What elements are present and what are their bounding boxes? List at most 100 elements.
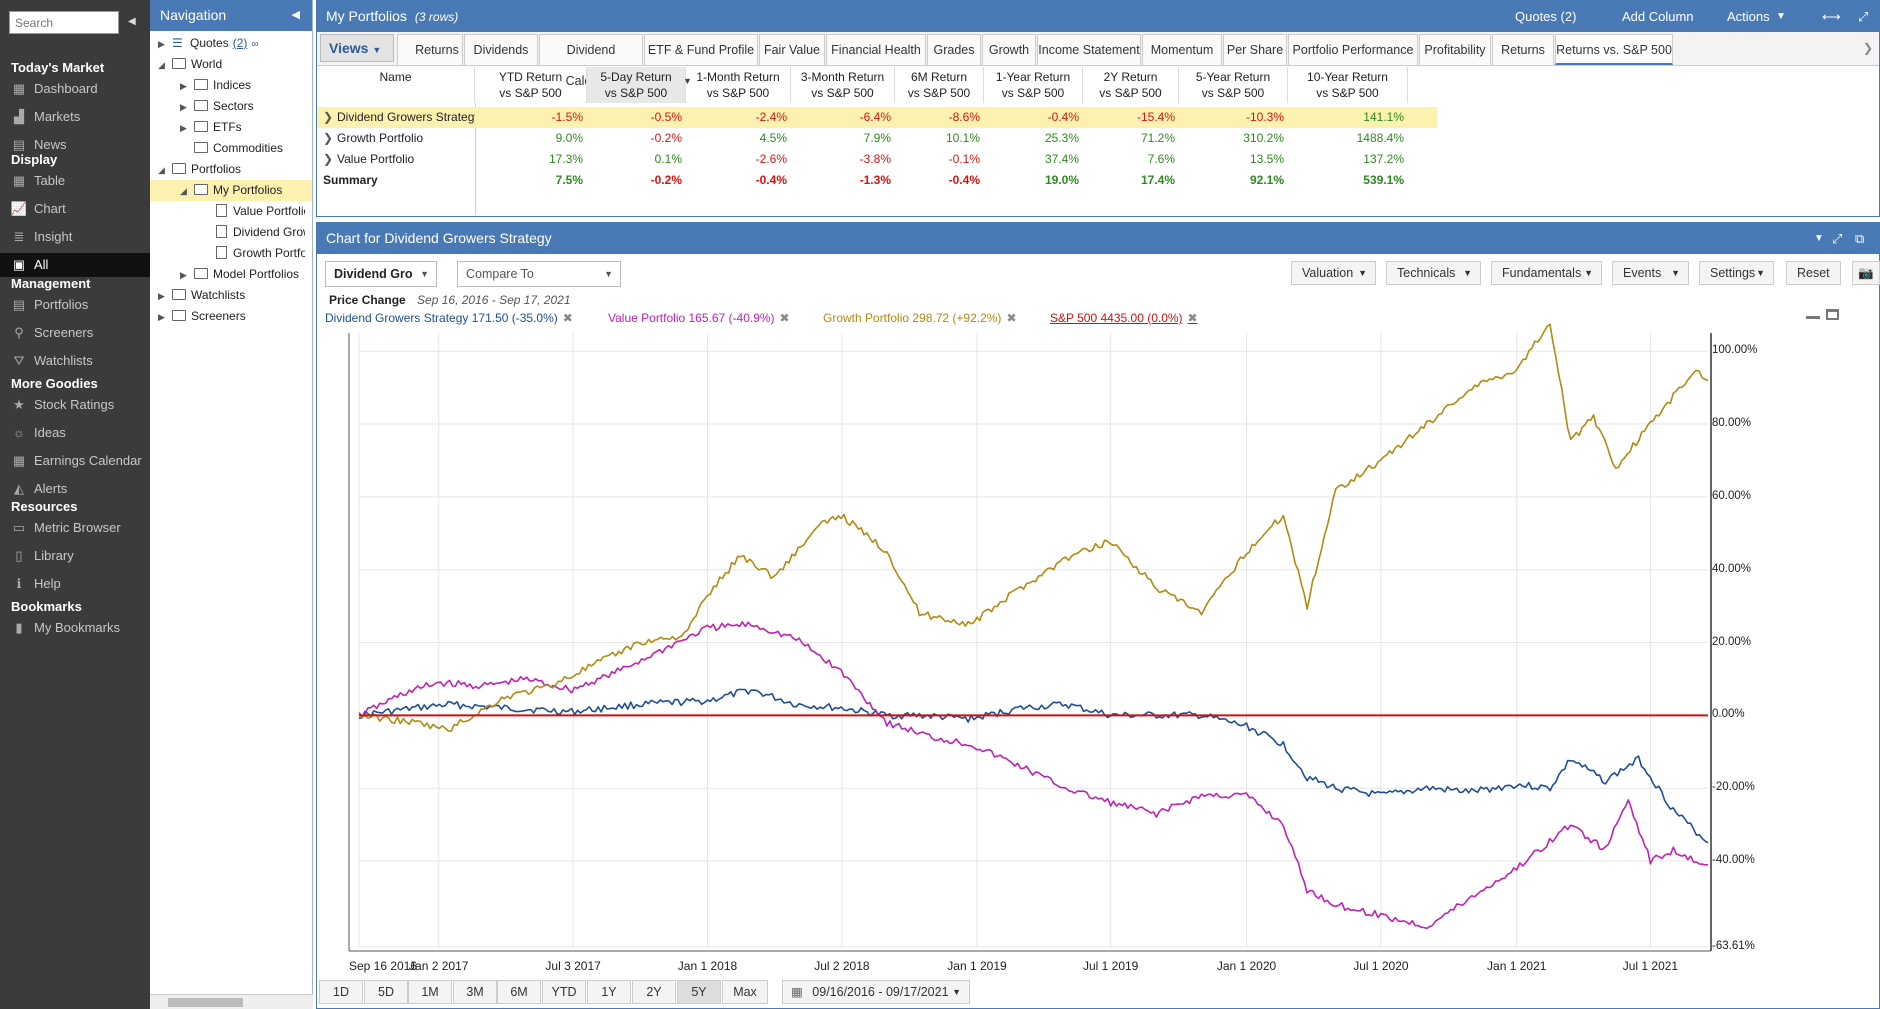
tree-node-growth-portfolio[interactable]: Growth Portfolio — [202, 243, 305, 264]
tree-node-sectors[interactable]: ▶ Sectors — [180, 96, 305, 117]
legend-item[interactable]: Growth Portfolio 298.72 (+92.2%) ✖ — [823, 311, 1017, 325]
sidebar-item-screeners[interactable]: ⚲ Screeners — [0, 321, 150, 345]
tab-financial-health[interactable]: Financial Health — [826, 34, 926, 65]
range-button-5d[interactable]: 5D — [364, 980, 408, 1004]
range-button-5y[interactable]: 5Y — [677, 980, 721, 1004]
tab-returns[interactable]: Returns — [1492, 34, 1554, 65]
tree-node-watchlists[interactable]: ▶ Watchlists — [158, 285, 305, 306]
scrollbar-thumb[interactable] — [168, 998, 243, 1007]
tab-momentum[interactable]: Momentum — [1142, 34, 1222, 65]
row-expand-icon[interactable]: ❯ — [323, 110, 334, 124]
series-line-dividend-growers-strategy[interactable] — [358, 688, 1709, 844]
column-header[interactable]: 3-Month Return vs S&P 500 — [791, 67, 895, 103]
tree-node-quotes[interactable]: ▶ ☰ Quotes (2) ∞ — [158, 33, 305, 54]
column-header[interactable]: 5-Day Return vs S&P 500 — [587, 67, 686, 103]
legend-item[interactable]: Value Portfolio 165.67 (-40.9%) ✖ — [608, 311, 790, 325]
maximize-icon[interactable] — [1826, 309, 1839, 320]
table-row[interactable]: ❯ Dividend Growers Strategy -1.5% -0.5% -2.4… — [317, 107, 1437, 128]
range-button-ytd[interactable]: YTD — [542, 980, 586, 1004]
tab-returns-vs-s-p-500[interactable]: Returns vs. S&P 500 — [1555, 34, 1673, 65]
table-row[interactable]: ❯ Value Portfolio 17.3% 0.1% -2.6% -3.8% -0.1%… — [317, 149, 1437, 170]
minimize-icon[interactable] — [1806, 316, 1820, 319]
sidebar-item-insight[interactable]: ≣ Insight — [0, 225, 150, 249]
expand-open-icon[interactable]: ◢ — [158, 60, 165, 70]
range-button-6m[interactable]: 6M — [497, 980, 541, 1004]
tab-returns[interactable]: Returns — [397, 34, 463, 65]
expand-closed-icon[interactable]: ▶ — [180, 81, 187, 91]
expand-icon[interactable]: ⤢ — [1858, 9, 1869, 24]
quotes-button[interactable]: Quotes (2) — [1515, 9, 1577, 24]
tree-node-commodities[interactable]: Commodities — [180, 138, 305, 159]
quotes-count[interactable]: (2) — [232, 36, 248, 50]
tab-income-statement[interactable]: Income Statement — [1037, 34, 1141, 65]
range-button-1m[interactable]: 1M — [408, 980, 452, 1004]
column-header[interactable]: 1-Year Return vs S&P 500 — [984, 67, 1083, 103]
search-input[interactable]: Search — [9, 11, 119, 34]
add-column-button[interactable]: Add Column — [1622, 9, 1694, 24]
tab-portfolio-performance[interactable]: Portfolio Performance — [1288, 34, 1418, 65]
series-line-growth-portfolio[interactable] — [358, 323, 1709, 732]
sidebar-item-dashboard[interactable]: ▦ Dashboard — [0, 77, 150, 101]
camera-icon[interactable]: 📷 — [1852, 261, 1880, 285]
expand-open-icon[interactable]: ◢ — [158, 165, 165, 175]
sidebar-item-library[interactable]: ▯ Library — [0, 544, 150, 568]
tab-dividend-calendar[interactable]: Dividend Calendar — [539, 34, 643, 88]
sidebar-item-alerts[interactable]: ◭ Alerts — [0, 477, 150, 501]
tree-node-portfolios[interactable]: ◢ Portfolios — [158, 159, 305, 180]
sidebar-item-metric-browser[interactable]: ▭ Metric Browser — [0, 516, 150, 540]
expand-closed-icon[interactable]: ▶ — [158, 39, 165, 49]
sidebar-item-watchlists[interactable]: ⛛ Watchlists — [0, 349, 150, 373]
tree-node-indices[interactable]: ▶ Indices — [180, 75, 305, 96]
chevron-down-icon[interactable]: ▼ — [1814, 233, 1824, 244]
range-button-max[interactable]: Max — [722, 980, 768, 1004]
settings-button[interactable]: Settings ▼ — [1699, 261, 1774, 285]
tree-node-world[interactable]: ◢ World — [158, 54, 305, 75]
compare-to-input[interactable]: Compare To ▼ — [457, 261, 621, 287]
expand-closed-icon[interactable]: ▶ — [180, 270, 187, 280]
sidebar-item-help[interactable]: ℹ Help — [0, 572, 150, 596]
range-button-1y[interactable]: 1Y — [587, 980, 631, 1004]
expand-closed-icon[interactable]: ▶ — [180, 102, 187, 112]
expand-closed-icon[interactable]: ▶ — [158, 312, 165, 322]
tab-profitability[interactable]: Profitability — [1419, 34, 1491, 65]
valuation-button[interactable]: Valuation ▼ — [1291, 261, 1376, 285]
column-header[interactable]: 1-Month Return vs S&P 500 — [686, 67, 791, 103]
popout-icon[interactable]: ⧉ — [1855, 231, 1865, 246]
sidebar-item-my-bookmarks[interactable]: ▮ My Bookmarks — [0, 616, 150, 640]
column-header[interactable]: 6M Return vs S&P 500 — [895, 67, 984, 103]
column-header[interactable]: 2Y Return vs S&P 500 — [1083, 67, 1179, 103]
summary-row[interactable]: Summary 7.5% -0.2% -0.4% -1.3% -0.4% 19.0% 17.4… — [317, 170, 1437, 191]
symbol-select[interactable]: Dividend Gro ▼ — [325, 261, 437, 287]
tab-grades[interactable]: Grades — [927, 34, 981, 65]
legend-item[interactable]: Dividend Growers Strategy 171.50 (-35.0%… — [325, 311, 573, 325]
chevron-down-icon[interactable]: ▼ — [1776, 11, 1786, 22]
tree-node-screeners[interactable]: ▶ Screeners — [158, 306, 305, 327]
legend-item[interactable]: S&P 500 4435.00 (0.0%) ✖ — [1050, 311, 1198, 325]
tree-node-dividend-growers-strategy[interactable]: Dividend Growers Strategy — [202, 222, 305, 243]
tab-etf-fund-profile[interactable]: ETF & Fund Profile — [644, 34, 758, 65]
fundamentals-button[interactable]: Fundamentals ▼ — [1491, 261, 1602, 285]
tree-node-value-portfolio[interactable]: Value Portfolio — [202, 201, 305, 222]
collapse-sidebar-icon[interactable]: ◀ — [128, 16, 136, 27]
tabs-scroll-right-icon[interactable]: ❯ — [1863, 41, 1874, 55]
tree-node-etfs[interactable]: ▶ ETFs — [180, 117, 305, 138]
tab-fair-value[interactable]: Fair Value — [759, 34, 825, 65]
expand-icon[interactable]: ⤢ — [1832, 231, 1843, 246]
sidebar-item-portfolios[interactable]: ▤ Portfolios — [0, 293, 150, 317]
sidebar-item-all[interactable]: ▣ All — [0, 253, 150, 277]
range-button-3m[interactable]: 3M — [453, 980, 497, 1004]
price-chart[interactable] — [317, 223, 1879, 1008]
sidebar-item-table[interactable]: ▦ Table — [0, 169, 150, 193]
actions-button[interactable]: Actions — [1727, 9, 1770, 24]
technicals-button[interactable]: Technicals ▼ — [1386, 261, 1481, 285]
column-menu-icon[interactable]: ▼ — [683, 76, 692, 86]
tree-node-model-portfolios[interactable]: ▶ Model Portfolios — [180, 264, 305, 285]
remove-series-icon[interactable]: ✖ — [1187, 311, 1198, 325]
sidebar-item-news[interactable]: ▤ News — [0, 133, 150, 157]
collapse-navigation-icon[interactable]: ◀ — [291, 9, 300, 21]
reset-button[interactable]: Reset — [1786, 261, 1841, 285]
tab-dividends[interactable]: Dividends — [464, 34, 538, 65]
date-range-select[interactable]: ▦ 09/16/2016 - 09/17/2021 ▼ — [782, 980, 970, 1004]
range-button-2y[interactable]: 2Y — [632, 980, 676, 1004]
tab-growth[interactable]: Growth — [982, 34, 1036, 65]
